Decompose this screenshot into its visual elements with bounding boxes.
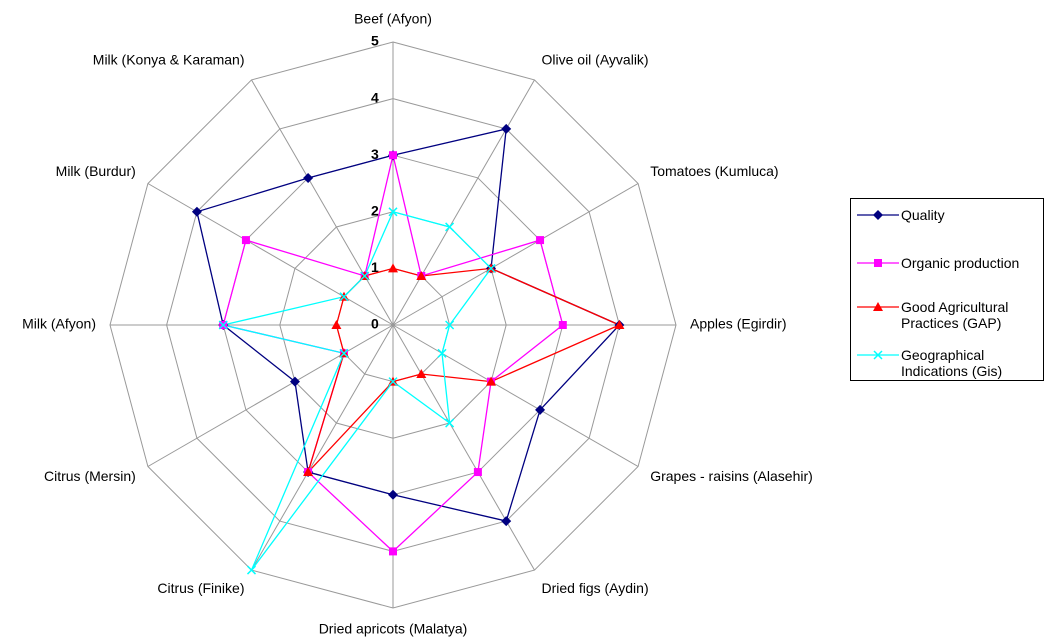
marker xyxy=(388,489,398,500)
legend-label: Geographical Indications (Gis) xyxy=(901,347,1003,379)
marker xyxy=(246,565,257,575)
spoke xyxy=(147,324,394,467)
marker xyxy=(388,377,398,387)
category-label: Milk (Burdur) xyxy=(56,163,136,179)
marker xyxy=(389,151,397,160)
category-label: Dried apricots (Malatya) xyxy=(319,621,468,637)
category-label: Grapes - raisins (Alasehir) xyxy=(650,468,813,484)
spoke xyxy=(251,324,394,571)
marker xyxy=(486,263,496,273)
marker xyxy=(445,222,455,232)
marker xyxy=(873,350,883,360)
category-label: Dried figs (Aydin) xyxy=(542,580,649,596)
marker xyxy=(191,206,202,217)
legend-swatch xyxy=(857,350,899,360)
legend-item: Good Agricultural Practices (GAP) xyxy=(855,299,1036,331)
category-label: Citrus (Finike) xyxy=(157,580,244,596)
marker xyxy=(416,369,427,379)
tick-label: 3 xyxy=(371,146,379,162)
legend-label: Good Agricultural Practices (GAP) xyxy=(901,299,1009,331)
category-label: Beef (Afyon) xyxy=(354,11,432,27)
marker xyxy=(536,236,545,245)
marker xyxy=(501,516,512,527)
marker xyxy=(558,321,567,329)
marker xyxy=(289,376,300,387)
marker xyxy=(445,418,455,428)
legend-swatch xyxy=(857,259,899,267)
marker xyxy=(486,376,497,386)
category-label: Citrus (Mersin) xyxy=(44,468,136,484)
legend-label: Quality xyxy=(901,207,945,223)
marker xyxy=(360,271,370,281)
marker xyxy=(473,468,482,477)
marker xyxy=(331,320,342,329)
marker xyxy=(873,302,883,311)
legend-label: Organic production xyxy=(901,255,1020,271)
marker xyxy=(241,236,250,245)
marker xyxy=(416,270,427,280)
legend-swatch xyxy=(857,210,899,220)
marker xyxy=(535,404,546,415)
spoke xyxy=(392,324,639,467)
tick-label: 1 xyxy=(371,259,379,275)
marker xyxy=(388,263,398,273)
spoke xyxy=(147,183,394,326)
category-label: Milk (Afyon) xyxy=(22,316,96,332)
marker xyxy=(303,172,314,183)
legend-item: Quality xyxy=(855,207,1036,223)
marker xyxy=(501,123,512,134)
marker xyxy=(873,210,883,220)
marker xyxy=(437,348,447,358)
marker xyxy=(874,259,882,267)
marker xyxy=(218,320,228,330)
tick-label: 4 xyxy=(371,89,379,105)
spoke xyxy=(251,79,394,326)
category-label: Apples (Egirdir) xyxy=(690,316,786,332)
tick-label: 5 xyxy=(371,33,379,49)
series-line xyxy=(307,267,622,473)
legend: Quality Organic production Good Agricultur… xyxy=(850,198,1044,381)
series-line xyxy=(223,211,492,571)
marker xyxy=(339,292,349,302)
category-label: Tomatoes (Kumluca) xyxy=(650,163,778,179)
marker xyxy=(388,207,398,217)
marker xyxy=(445,320,455,330)
spoke xyxy=(392,183,639,326)
marker xyxy=(614,320,625,329)
legend-item: Organic production xyxy=(855,255,1036,271)
tick-label: 0 xyxy=(371,316,379,332)
category-label: Milk (Konya & Karaman) xyxy=(93,52,245,68)
marker xyxy=(339,348,349,358)
marker xyxy=(389,547,397,556)
spoke xyxy=(392,324,535,571)
category-label: Olive oil (Ayvalik) xyxy=(542,52,649,68)
tick-label: 2 xyxy=(371,203,379,219)
spoke xyxy=(392,79,535,326)
legend-swatch xyxy=(857,302,899,311)
marker xyxy=(303,467,314,477)
legend-item: Geographical Indications (Gis) xyxy=(855,347,1036,379)
